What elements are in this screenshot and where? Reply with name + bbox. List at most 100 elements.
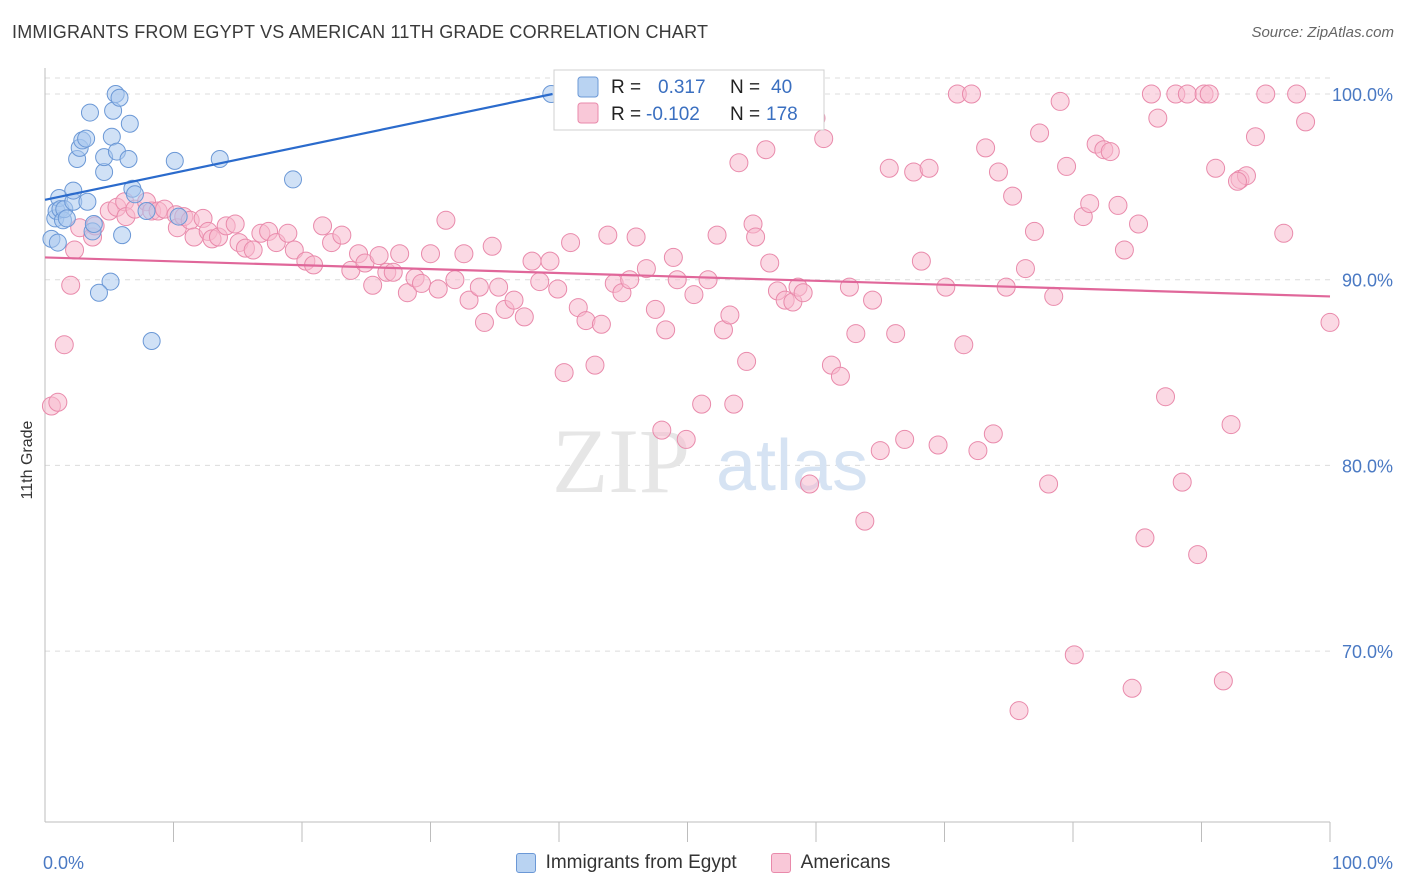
- americans-point: [1177, 84, 1197, 104]
- americans-point: [412, 273, 432, 293]
- americans-point: [1206, 158, 1226, 178]
- americans-point: [1057, 156, 1077, 176]
- americans-point: [793, 283, 813, 303]
- americans-point: [1156, 387, 1176, 407]
- egypt-point: [165, 151, 184, 170]
- americans-point: [895, 429, 915, 449]
- americans-point: [445, 270, 465, 290]
- americans-point: [436, 210, 456, 230]
- egypt-point: [137, 202, 156, 220]
- americans-point: [707, 225, 727, 245]
- bottom-legend: Immigrants from Egypt Americans: [0, 852, 1406, 874]
- americans-point: [243, 240, 263, 260]
- chart-title: IMMIGRANTS FROM EGYPT VS AMERICAN 11TH G…: [12, 22, 709, 42]
- egypt-point: [284, 170, 303, 189]
- americans-point: [936, 277, 956, 297]
- americans-point: [369, 246, 389, 266]
- tick-labels: 70.0% 80.0% 90.0% 100.0% 0.0% 100.0%: [43, 85, 1393, 873]
- americans-point: [1148, 108, 1168, 128]
- americans-point: [1320, 312, 1340, 332]
- trend-lines: [44, 92, 1331, 298]
- americans-point: [855, 511, 875, 531]
- americans-point: [968, 441, 988, 461]
- americans-point: [390, 244, 410, 264]
- americans-point: [626, 227, 646, 247]
- legend-n-label-1: N =: [730, 77, 760, 98]
- americans-point: [1245, 127, 1265, 147]
- americans-point: [454, 244, 474, 264]
- americans-point: [489, 277, 509, 297]
- bottom-legend-egypt-label: Immigrants from Egypt: [545, 852, 737, 873]
- americans-points: [41, 84, 1340, 721]
- egypt-point: [142, 332, 161, 350]
- americans-point: [65, 240, 85, 260]
- americans-point: [530, 272, 550, 292]
- y-tick-label: 80.0%: [1342, 456, 1393, 476]
- egypt-point: [169, 207, 188, 226]
- americans-point: [667, 270, 687, 290]
- americans-point: [1274, 223, 1294, 243]
- americans-point: [459, 290, 479, 310]
- bottom-legend-americans: Americans: [770, 852, 891, 874]
- legend-swatch-egypt-bottom: [515, 853, 536, 873]
- egypt-point: [119, 150, 138, 168]
- legend-box: [553, 69, 825, 131]
- americans-point: [656, 320, 676, 340]
- legend-r-value-1: 0.317: [658, 77, 706, 98]
- americans-point: [911, 251, 931, 271]
- egypt-point: [57, 209, 76, 228]
- americans-point: [746, 227, 766, 247]
- americans-point: [663, 247, 683, 267]
- americans-point: [720, 305, 740, 325]
- americans-point: [1135, 528, 1155, 548]
- legend-r-label-2: R =: [611, 104, 641, 125]
- americans-point: [954, 335, 974, 355]
- americans-point: [548, 279, 568, 299]
- bottom-legend-americans-label: Americans: [800, 852, 891, 873]
- americans-point: [863, 290, 883, 310]
- axes: [44, 68, 1331, 842]
- americans-point: [278, 223, 298, 243]
- egypt-trend-line: [44, 92, 553, 201]
- americans-point: [421, 244, 440, 264]
- legend-swatch-egypt: [577, 76, 599, 98]
- americans-point: [645, 299, 665, 319]
- americans-point: [585, 355, 605, 375]
- americans-point: [1227, 171, 1247, 191]
- x-tick-label-min: 0.0%: [43, 853, 84, 873]
- americans-point: [554, 363, 574, 383]
- americans-point: [225, 214, 245, 234]
- americans-point: [886, 324, 906, 344]
- egypt-point: [125, 185, 144, 204]
- y-tick-label: 70.0%: [1342, 642, 1393, 662]
- bottom-legend-egypt: Immigrants from Egypt: [515, 852, 737, 874]
- legend-r-label-1: R =: [611, 77, 641, 98]
- americans-point: [1256, 84, 1276, 104]
- americans-point: [729, 153, 749, 173]
- americans-point: [1064, 645, 1084, 665]
- americans-point: [383, 262, 403, 282]
- legend: R = 0.317 N = 40 R = -0.102 N = 178: [553, 69, 825, 131]
- americans-point: [684, 285, 704, 305]
- legend-n-value-2: 178: [766, 104, 798, 125]
- americans-point: [830, 366, 850, 386]
- americans-point: [561, 233, 581, 253]
- watermark-atlas: atlas: [716, 426, 868, 506]
- americans-point: [540, 251, 560, 271]
- americans-point: [928, 435, 948, 455]
- egypt-point: [84, 215, 103, 233]
- egypt-point: [101, 272, 120, 291]
- americans-point: [591, 314, 611, 334]
- chart-source: Source: ZipAtlas.com: [1251, 24, 1394, 41]
- americans-point: [1030, 123, 1050, 143]
- egypt-point: [78, 192, 97, 211]
- egypt-point: [80, 103, 99, 122]
- americans-point: [800, 474, 820, 494]
- americans-point: [961, 84, 981, 104]
- americans-trend-line: [44, 256, 1331, 298]
- americans-point: [1188, 545, 1208, 565]
- americans-point: [814, 129, 834, 149]
- legend-r-value-2: -0.102: [646, 104, 700, 125]
- americans-point: [652, 420, 672, 440]
- legend-swatch-americans-bottom: [770, 853, 791, 873]
